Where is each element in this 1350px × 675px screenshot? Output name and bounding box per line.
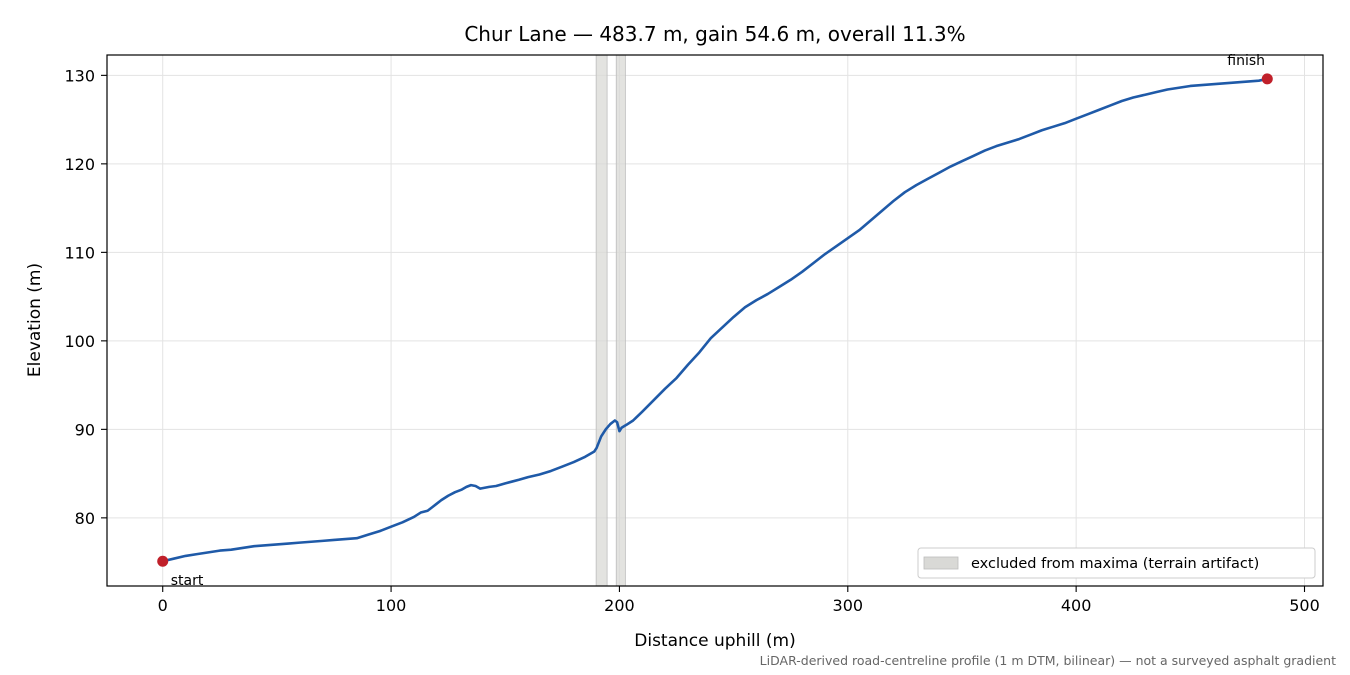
y-tick-label: 90	[75, 420, 95, 439]
y-tick-label: 130	[64, 66, 95, 85]
legend-box	[917, 547, 1316, 579]
legend-swatch-excluded	[923, 556, 959, 570]
series-line-elevation	[161, 77, 1269, 563]
endpoint-markers: start finish	[157, 53, 1273, 589]
y-tick-label: 100	[64, 332, 95, 351]
axis-ticks: 0 100 200 300 400 500 80 90 100 110 120 130	[64, 66, 1319, 615]
x-tick-label: 500	[1289, 596, 1320, 615]
x-tick-label: 400	[1061, 596, 1092, 615]
x-tick-label: 0	[158, 596, 168, 615]
annotation-finish: finish	[1227, 53, 1265, 69]
plot-frame	[106, 54, 1324, 587]
y-axis-label: Elevation (m)	[25, 263, 45, 377]
y-tick-label: 120	[64, 155, 95, 174]
excluded-band	[615, 54, 626, 587]
y-tick-label: 80	[75, 509, 95, 528]
x-tick-label: 100	[376, 596, 407, 615]
marker-start	[157, 555, 169, 567]
x-axis-label: Distance uphill (m)	[634, 631, 795, 651]
x-tick-label: 300	[833, 596, 864, 615]
legend: excluded from maxima (terrain artifact)	[917, 547, 1316, 579]
y-tick-label: 110	[64, 243, 95, 262]
legend-label-excluded: excluded from maxima (terrain artifact)	[971, 556, 1259, 572]
marker-finish	[1261, 73, 1273, 85]
chart-title: Chur Lane — 483.7 m, gain 54.6 m, overal…	[464, 22, 965, 46]
grid	[107, 55, 1323, 586]
excluded-bands	[595, 54, 626, 587]
annotation-start: start	[171, 573, 204, 589]
excluded-band	[595, 54, 608, 587]
x-tick-label: 200	[604, 596, 635, 615]
footnote: LiDAR-derived road-centreline profile (1…	[760, 653, 1336, 668]
